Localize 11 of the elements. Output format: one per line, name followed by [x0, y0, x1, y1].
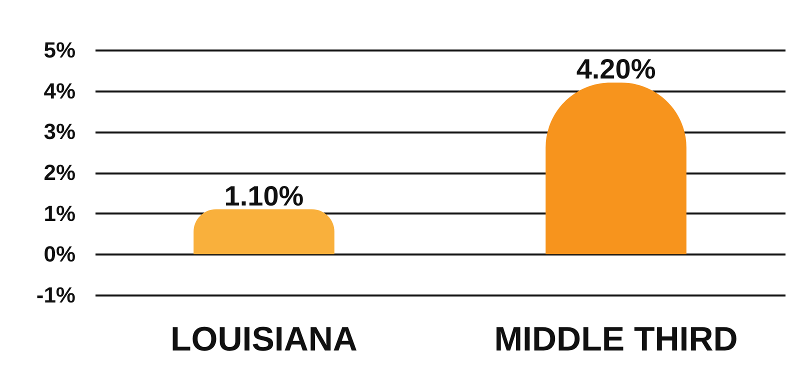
x-tick-label: LOUISIANA — [170, 320, 358, 358]
y-tick-label: 2% — [44, 160, 76, 185]
y-tick-label: 0% — [44, 242, 76, 267]
y-tick-label: 1% — [44, 200, 76, 226]
x-tick-label: MIDDLE THIRD — [494, 320, 738, 358]
data-label: 4.20% — [576, 54, 656, 85]
y-tick-label: 3% — [44, 119, 76, 144]
y-tick-label: 5% — [44, 38, 76, 62]
data-label: 1.10% — [224, 180, 304, 212]
y-tick-label: 4% — [44, 78, 76, 104]
y-tick-label: -1% — [36, 282, 76, 308]
